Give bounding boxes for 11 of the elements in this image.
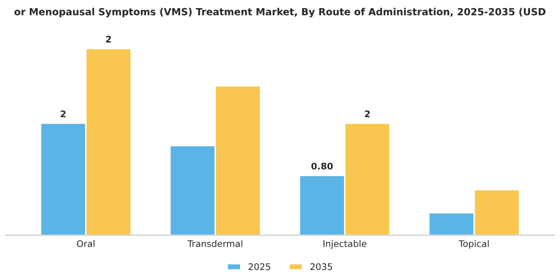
data-label: 2 <box>60 110 66 118</box>
x-tick-label: Injectable <box>323 240 366 249</box>
x-tick-label: Oral <box>76 240 94 248</box>
data-label: 2 <box>364 110 370 118</box>
data-label: 0.80 <box>311 162 333 170</box>
legend-label: 2025 <box>248 263 270 270</box>
x-tick-label: Topical <box>458 240 489 249</box>
legend-label: 2035 <box>310 263 332 270</box>
data-label: 2 <box>106 36 111 42</box>
chart-title: or Menopausal Symptoms (VMS) Treatment Market, By Route of Administration, 2025-2035 (USD <box>14 8 546 18</box>
x-tick-label: Transdermal <box>187 240 242 248</box>
